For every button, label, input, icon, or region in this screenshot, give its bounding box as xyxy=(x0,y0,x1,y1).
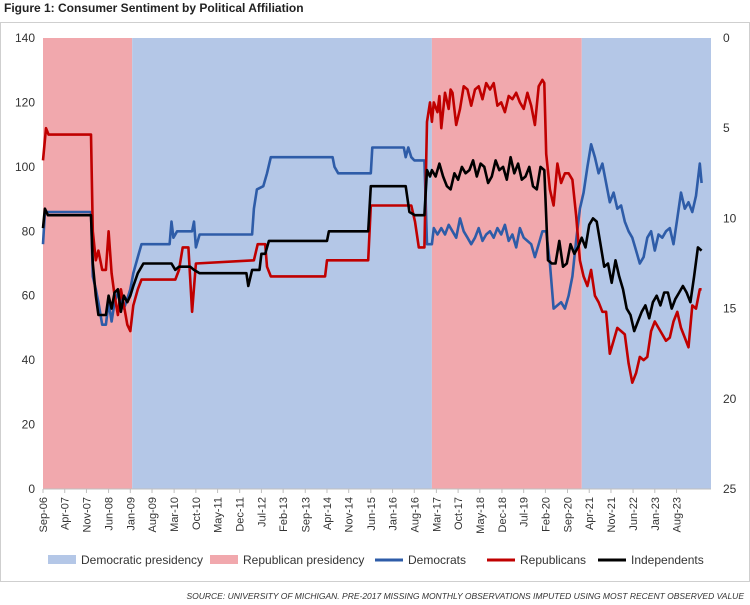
x-tick-label: Sep-06 xyxy=(38,497,50,532)
x-tick-label: Nov-07 xyxy=(81,497,93,532)
legend-label-4: Independents xyxy=(631,553,704,567)
x-tick-label: Aug-23 xyxy=(672,497,684,532)
x-tick-label: Mar-10 xyxy=(169,497,181,532)
series-line-independents xyxy=(41,155,703,333)
y-left-tick-100: 100 xyxy=(15,160,35,174)
x-tick-label: May-11 xyxy=(213,497,225,533)
y-left-tick-140: 140 xyxy=(15,31,35,45)
y-left-tick-120: 120 xyxy=(15,95,35,109)
legend-label-1: Republican presidency xyxy=(243,553,364,567)
presidency-band-1 xyxy=(132,38,432,489)
x-tick-label: Jul-12 xyxy=(256,497,268,527)
x-tick-label: Aug-09 xyxy=(147,497,159,532)
x-tick-label: Mar-17 xyxy=(431,497,443,532)
x-tick-label: Dec-18 xyxy=(497,497,509,532)
y-right-tick-10: 10 xyxy=(723,211,737,225)
y-left-tick-20: 20 xyxy=(22,418,36,432)
x-tick-label: Apr-21 xyxy=(584,497,596,530)
y-left-tick-80: 80 xyxy=(22,224,36,238)
y-right-tick-0: 0 xyxy=(723,31,730,45)
x-tick-label: Jul-19 xyxy=(519,497,531,527)
x-tick-label: Sep-13 xyxy=(300,497,312,532)
y-left-tick-0: 0 xyxy=(28,482,35,496)
y-right-tick-5: 5 xyxy=(723,121,730,135)
y-right-tick-25: 25 xyxy=(723,482,737,496)
legend-label-2: Democrats xyxy=(408,553,466,567)
x-tick-label: Feb-20 xyxy=(540,497,552,532)
x-tick-label: Nov-14 xyxy=(344,497,356,532)
legend-label-0: Democratic presidency xyxy=(81,553,203,567)
chart-svg: 0 20 40 60 80 100 120 140 0 5 10 15 20 25 Sep-06 Apr-07… xyxy=(15,31,737,567)
y-right-tick-15: 15 xyxy=(723,302,737,316)
legend-swatch-0 xyxy=(48,555,76,564)
y-left-tick-60: 60 xyxy=(22,289,36,303)
presidency-band-0 xyxy=(43,38,133,489)
x-tick-label: Oct-10 xyxy=(191,497,203,530)
series-line-republicans xyxy=(41,78,702,384)
x-tick-label: May-18 xyxy=(475,497,487,534)
x-tick-label: Apr-07 xyxy=(60,497,72,530)
y-left-tick-40: 40 xyxy=(22,353,36,367)
x-tick-label: Jan-23 xyxy=(650,497,662,531)
chart-title: Figure 1: Consumer Sentiment by Politica… xyxy=(4,1,304,15)
x-tick-label: Aug-16 xyxy=(409,497,421,532)
x-tick-label: Oct-17 xyxy=(453,497,465,530)
legend-label-3: Republicans xyxy=(520,553,586,567)
source-note: SOURCE: UNIVERSITY OF MICHIGAN. PRE-2017… xyxy=(186,591,744,601)
x-tick-label: Jun-22 xyxy=(628,497,640,531)
presidency-band-3 xyxy=(581,38,711,489)
legend-swatch-1 xyxy=(210,555,238,564)
x-tick-label: Apr-14 xyxy=(322,497,334,530)
x-tick-label: Dec-11 xyxy=(235,497,247,532)
series-line-democrats xyxy=(41,143,703,326)
y-right-tick-20: 20 xyxy=(723,392,737,406)
x-tick-label: Jan-16 xyxy=(388,497,400,531)
x-tick-label: Jan-09 xyxy=(125,497,137,531)
x-tick-label: Jun-08 xyxy=(104,497,116,531)
x-tick-label: Nov-21 xyxy=(606,497,618,532)
x-tick-label: Jun-15 xyxy=(366,497,378,531)
x-tick-label: Sep-20 xyxy=(563,497,575,532)
x-tick-label: Feb-13 xyxy=(278,497,290,532)
